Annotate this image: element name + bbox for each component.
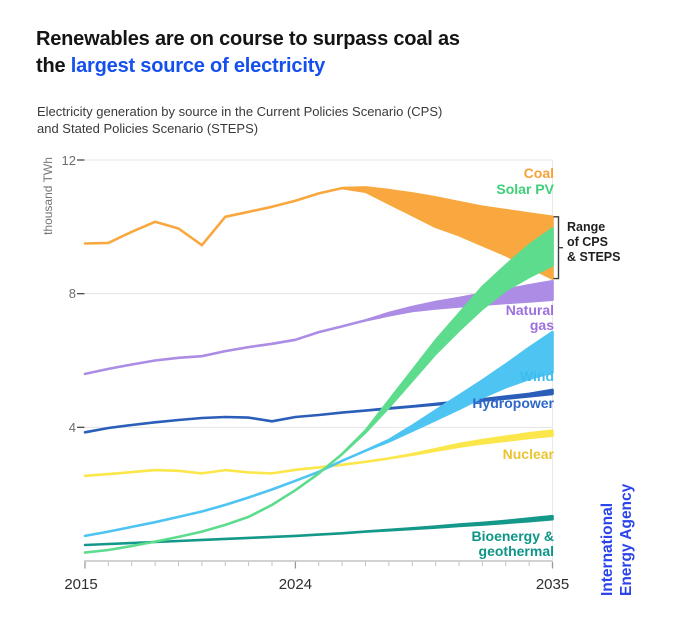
- y-tick-label-4: 4: [68, 419, 76, 435]
- series-label-wind: Wind: [519, 368, 554, 384]
- series-band-nuclear: [83, 429, 554, 478]
- series-label-hydropower: Hydropower: [472, 395, 554, 411]
- iea-logo: International Energy Agency: [599, 484, 636, 596]
- x-tick-label-2024: 2024: [278, 576, 313, 593]
- series-band-natural-gas: [83, 280, 554, 376]
- iea-logo-line-2: Energy Agency: [617, 483, 635, 596]
- series-label-natural-gas: Natural gas: [505, 302, 554, 333]
- range-bracket: [553, 216, 563, 280]
- range-annotation: Range of CPS & STEPS: [567, 220, 621, 264]
- title-line-1: Renewables are on course to surpass coal…: [36, 28, 460, 50]
- series-label-coal: Coal: [523, 165, 554, 181]
- series-band-bioenergy-geothermal: [83, 514, 554, 547]
- y-tick-label-12: 12: [61, 152, 76, 168]
- series-label-solar-pv: Solar PV: [496, 181, 554, 197]
- chart-subtitle: Electricity generation by source in the …: [37, 104, 443, 136]
- title-highlight: largest source of electricity: [70, 55, 326, 77]
- iea-logo-line-1: International: [599, 502, 616, 596]
- y-tick-label-8: 8: [68, 286, 76, 302]
- series-band-coal: [83, 186, 554, 280]
- x-tick-label-2015: 2015: [64, 576, 98, 593]
- series-band-hydropower: [83, 388, 554, 434]
- series-band-wind: [83, 330, 554, 538]
- series-band-solar-pv: [83, 227, 554, 554]
- series-label-bioenergy-geothermal: Bioenergy & geothermal: [471, 528, 554, 559]
- title-line-2: the largest source of electricity: [36, 55, 326, 77]
- page-title: Renewables are on course to surpass coal…: [36, 26, 636, 80]
- x-tick-label-2035: 2035: [535, 576, 570, 593]
- series-label-nuclear: Nuclear: [502, 446, 554, 462]
